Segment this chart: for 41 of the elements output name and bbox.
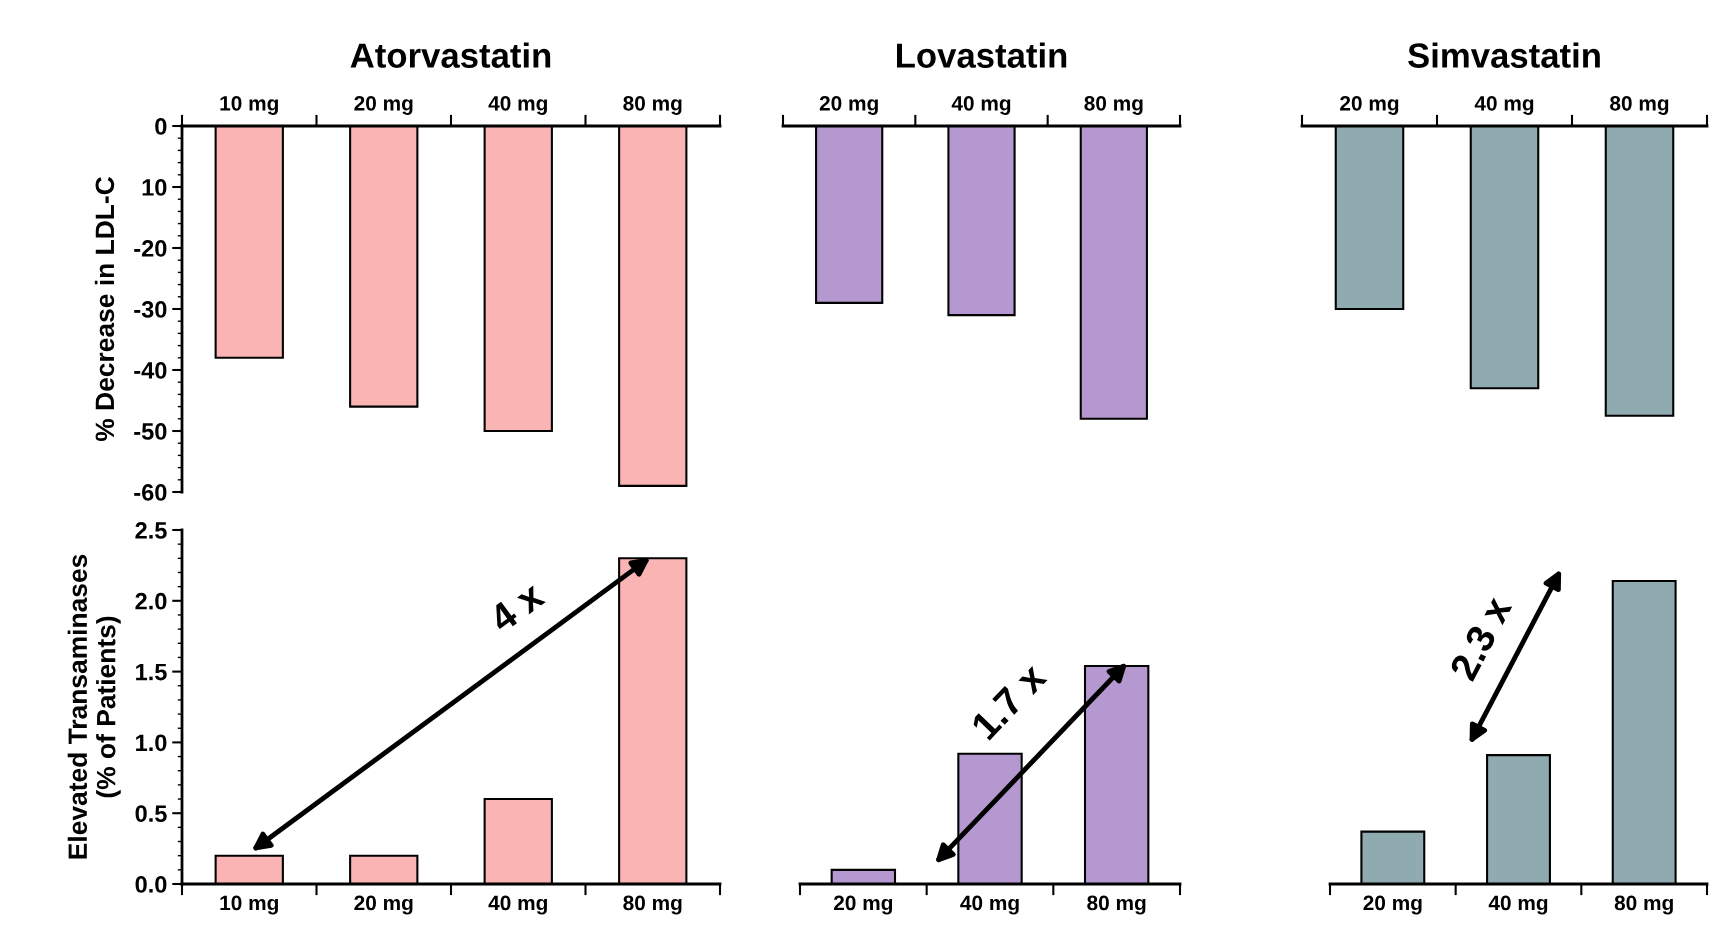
chart-title: Atorvastatin [350,42,551,68]
x-tick-label: 80 mg [1614,895,1673,915]
x-tick-label: 80 mg [1084,95,1143,115]
x-tick-label: 40 mg [1488,895,1548,915]
y-tick-label: 10 [142,179,167,196]
x-tick-label: 40 mg [960,895,1019,915]
x-tick-label: 20 mg [354,895,413,915]
chart-title: Simvastatin [1408,42,1600,68]
x-tick-label: 20 mg [354,95,413,115]
y-tick-label: 1.0 [136,734,167,752]
x-tick-label: 80 mg [1610,95,1669,115]
x-tick-label: 80 mg [1087,895,1146,915]
x-tick-label: 40 mg [951,95,1011,115]
y-axis-title: % Decrease in LDL-C [94,177,115,442]
y-tick-label: -40 [134,362,167,379]
y-tick-label: 2.0 [135,592,167,610]
x-tick-label: 40 mg [1474,95,1534,115]
x-tick-label: 20 mg [819,95,878,115]
x-tick-label: 20 mg [833,895,893,915]
y-tick-label: 0.5 [135,805,167,822]
y-tick-label: -30 [134,301,167,318]
y-tick-label: -20 [134,240,167,257]
x-tick-label: 10 mg [220,95,278,115]
y-tick-label: -60 [134,484,167,501]
y-tick-label: 2.5 [135,522,167,539]
x-tick-label: 80 mg [623,895,682,915]
y-tick-label: 1.5 [136,663,167,681]
annotation: 4 x [487,580,546,634]
y-tick-label: -50 [134,423,167,440]
x-tick-label: 20 mg [1340,95,1399,115]
chart-title: Lovastatin [897,42,1067,68]
y-tick-label: 0.0 [135,876,167,893]
x-tick-label: 20 mg [1363,895,1422,915]
x-tick-label: 10 mg [220,895,278,915]
y-axis-title: Elevated Transaminases (% of Patients) [67,554,121,859]
x-tick-label: 40 mg [488,895,547,915]
x-tick-label: 80 mg [623,95,682,115]
annotation: 1.7 x [970,661,1048,741]
y-tick-label: 0 [155,118,167,135]
annotation: 2.3 x [1448,593,1513,682]
x-tick-label: 40 mg [488,95,547,115]
